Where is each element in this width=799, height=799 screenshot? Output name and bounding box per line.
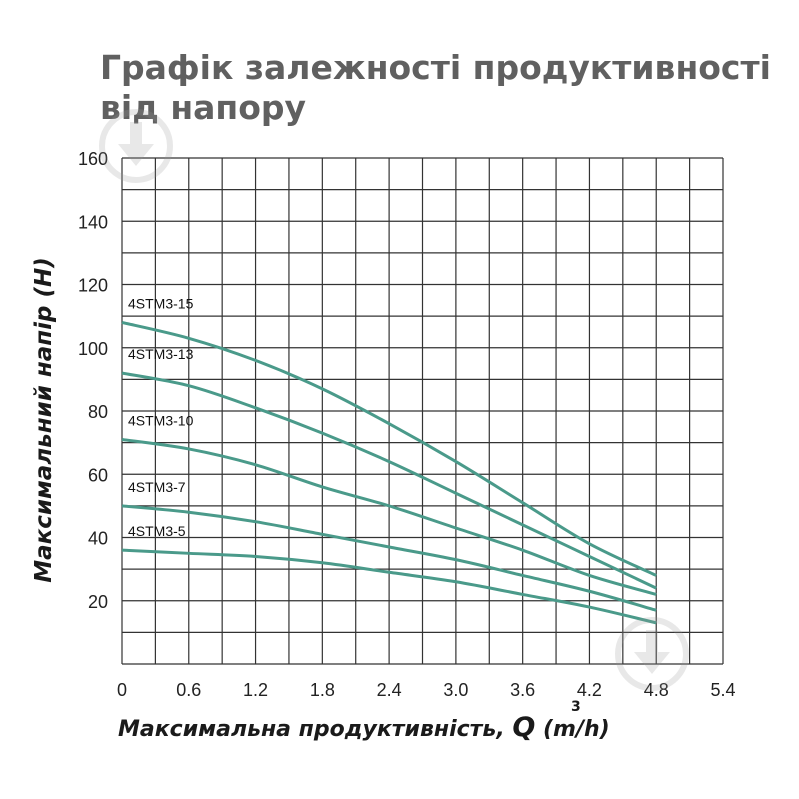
- chart-title: Графік залежності продуктивності від нап…: [100, 48, 771, 127]
- x-tick-label: 4.8: [644, 680, 669, 700]
- series-label: 4STM3-5: [128, 523, 186, 539]
- x-tick-label: 3.6: [510, 680, 535, 700]
- y-tick-label: 40: [88, 529, 108, 549]
- y-tick-label: 20: [88, 592, 108, 612]
- x-axis-unit-text: (m/h): [542, 717, 610, 742]
- chart-grid: [121, 157, 724, 665]
- series-label: 4STM3-15: [128, 295, 194, 311]
- x-axis-label-symbol: Q: [512, 712, 536, 743]
- series-label: 4STM3-7: [128, 479, 186, 495]
- x-tick-label: 0.6: [176, 680, 201, 700]
- x-tick-label: 1.2: [243, 680, 268, 700]
- x-axis-label-unit: (m/h) 3: [542, 699, 610, 742]
- series-label: 4STM3-13: [128, 346, 194, 362]
- chart-labels: 4STM3-15 4STM3-13 4STM3-10 4STM3-7 4STM3-5: [128, 295, 194, 539]
- series-line-4stm3-15: [121, 320, 657, 577]
- y-tick-label: 80: [88, 402, 108, 422]
- series-line-4stm3-5: [121, 548, 657, 625]
- series-line-4stm3-10: [121, 437, 657, 596]
- x-tick-label: 0: [117, 680, 127, 700]
- y-tick-label: 160: [78, 149, 108, 169]
- watermark-download-icon-top: [99, 109, 173, 183]
- chart-ticks: 0 0.6 1.2 1.8 2.4 3.0 3.6 4.2 4.8 5.4 160 140 120 100…: [78, 149, 736, 700]
- y-tick-label: 140: [78, 212, 108, 232]
- x-tick-label: 1.8: [310, 680, 335, 700]
- x-axis-label: Максимальна продуктивність, Q (m/h) 3: [118, 699, 610, 743]
- series-label: 4STM3-10: [128, 412, 194, 428]
- x-axis-label-text: Максимальна продуктивність,: [118, 717, 505, 742]
- x-tick-label: 4.2: [577, 680, 602, 700]
- y-tick-label: 60: [88, 465, 108, 485]
- series-line-4stm3-13: [121, 371, 657, 590]
- x-axis-unit-superscript: 3: [570, 699, 581, 715]
- chart-series: [121, 320, 657, 625]
- x-tick-label: 3.0: [443, 680, 468, 700]
- watermark-download-icon-bottom: [615, 617, 689, 691]
- y-tick-label: 100: [78, 339, 108, 359]
- x-tick-label: 2.4: [377, 680, 402, 700]
- series-line-4stm3-7: [121, 504, 657, 612]
- x-tick-label: 5.4: [710, 680, 735, 700]
- y-tick-label: 120: [78, 276, 108, 296]
